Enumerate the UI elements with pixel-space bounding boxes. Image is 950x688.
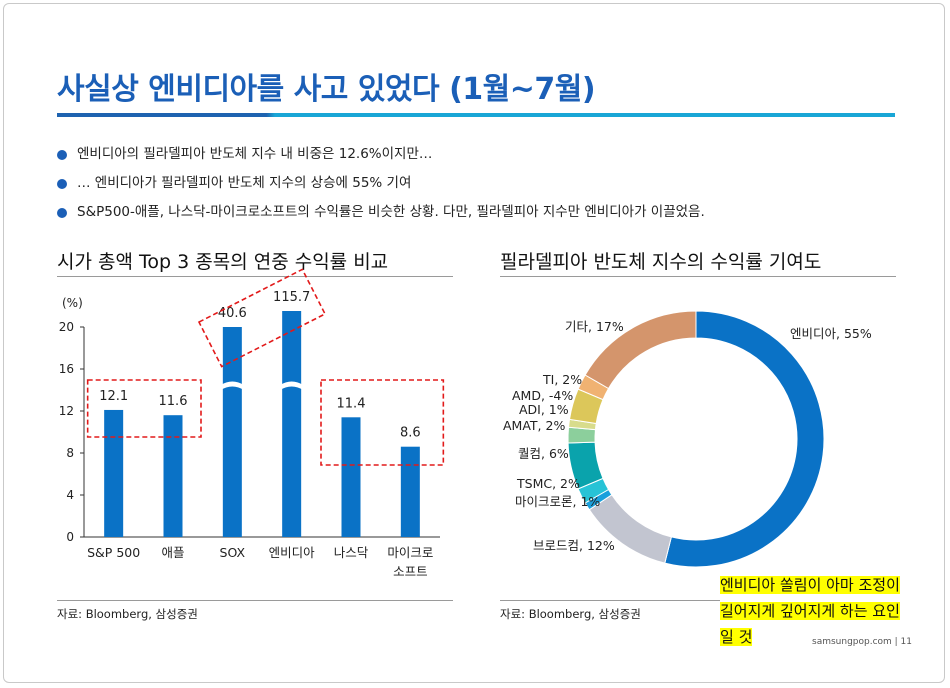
- x-tick-label: SOX: [220, 545, 246, 560]
- x-tick-label: 소프트: [393, 564, 428, 579]
- title-underline: [57, 113, 895, 117]
- slide-frame: [3, 3, 945, 683]
- slice-label: 퀄컴, 6%: [518, 446, 569, 461]
- highlight-box: [320, 379, 445, 466]
- bullet-item: 엔비디아의 필라델피아 반도체 지수 내 비중은 12.6%이지만…: [57, 146, 705, 163]
- bullet-text: S&P500-애플, 나스닥-마이크로소프트의 수익률은 비슷한 상황. 다만,…: [77, 204, 705, 220]
- bar: [222, 327, 242, 537]
- slice-label: 마이크로론, 1%: [515, 494, 600, 509]
- left-source-note: 자료: Bloomberg, 삼성증권: [57, 607, 198, 621]
- bullet-text: 엔비디아의 필라델피아 반도체 지수 내 비중은 12.6%이지만…: [77, 146, 433, 162]
- y-tick-label: 12: [59, 404, 74, 418]
- slice-label: TI, 2%: [542, 372, 582, 387]
- highlight-box: [86, 379, 202, 438]
- bar-value-label: 12.1: [99, 389, 128, 404]
- highlight-callout: 엔비디아 쏠림이 아마 조정이 길어지게 깊어지게 하는 요인일 것: [720, 572, 900, 650]
- y-tick-label: 4: [66, 488, 74, 502]
- bar-value-label: 40.6: [218, 306, 247, 321]
- left-source-rule: [57, 600, 453, 601]
- bar-value-label: 8.6: [400, 426, 421, 441]
- bullet-dot-icon: [57, 208, 67, 218]
- bar: [282, 311, 302, 537]
- right-source-rule: [500, 600, 720, 601]
- right-source-note: 자료: Bloomberg, 삼성증권: [500, 607, 641, 621]
- bar-value-label: 11.6: [159, 394, 188, 409]
- bullet-item: … 엔비디아가 필라델피아 반도체 지수의 상승에 55% 기여: [57, 175, 705, 192]
- x-tick-label: 애플: [161, 545, 184, 560]
- bullet-dot-icon: [57, 150, 67, 160]
- bar-value-label: 11.4: [337, 396, 366, 411]
- x-tick-label: 나스닥: [334, 545, 369, 560]
- bullet-item: S&P500-애플, 나스닥-마이크로소프트의 수익률은 비슷한 상황. 다만,…: [57, 204, 705, 221]
- x-tick-label: 마이크로: [387, 545, 433, 560]
- footer-page-info: samsungpop.com | 11: [812, 637, 913, 647]
- y-axis-unit-label: (%): [62, 296, 83, 310]
- bar: [163, 415, 183, 537]
- slice-label: ADI, 1%: [519, 402, 569, 417]
- y-tick-label: 20: [59, 320, 74, 334]
- x-tick-label: 엔비디아: [269, 545, 316, 560]
- bar: [341, 417, 361, 537]
- left-title-rule: [57, 276, 453, 277]
- bar: [104, 409, 124, 537]
- slice-label: AMAT, 2%: [503, 418, 565, 433]
- slice-label: AMD, -4%: [512, 388, 573, 403]
- slice-label: 기타, 17%: [565, 319, 624, 334]
- y-tick-label: 8: [66, 446, 74, 460]
- highlight-box-group: [197, 268, 327, 368]
- page-title: 사실상 엔비디아를 사고 있었다 (1월~7월): [57, 72, 596, 107]
- x-tick-label: S&P 500: [87, 545, 140, 560]
- slice-label: TSMC, 2%: [516, 476, 580, 491]
- bar-value-label: 115.7: [273, 290, 310, 305]
- donut-slice: [584, 310, 697, 390]
- y-tick-label: 0: [66, 530, 74, 544]
- bar: [400, 446, 420, 537]
- right-chart-title: 필라델피아 반도체 지수의 수익률 기여도: [500, 251, 822, 273]
- callout-text: 엔비디아 쏠림이 아마 조정이 길어지게 깊어지게 하는 요인일 것: [720, 576, 900, 646]
- bullet-dot-icon: [57, 179, 67, 189]
- axis-break-mark: [280, 381, 304, 390]
- y-tick-label: 16: [59, 362, 74, 376]
- highlight-box: [197, 268, 327, 368]
- bullet-text: … 엔비디아가 필라델피아 반도체 지수의 상승에 55% 기여: [77, 175, 412, 191]
- right-title-rule: [500, 276, 896, 277]
- slice-label: 엔비디아, 55%: [790, 326, 872, 341]
- bullet-list: 엔비디아의 필라델피아 반도체 지수 내 비중은 12.6%이지만… … 엔비디…: [57, 146, 705, 233]
- axis-break-mark: [220, 381, 244, 390]
- left-chart-title: 시가 총액 Top 3 종목의 연중 수익률 비교: [57, 251, 389, 273]
- donut-slice: [664, 310, 825, 568]
- slice-label: 브로드컴, 12%: [533, 538, 615, 553]
